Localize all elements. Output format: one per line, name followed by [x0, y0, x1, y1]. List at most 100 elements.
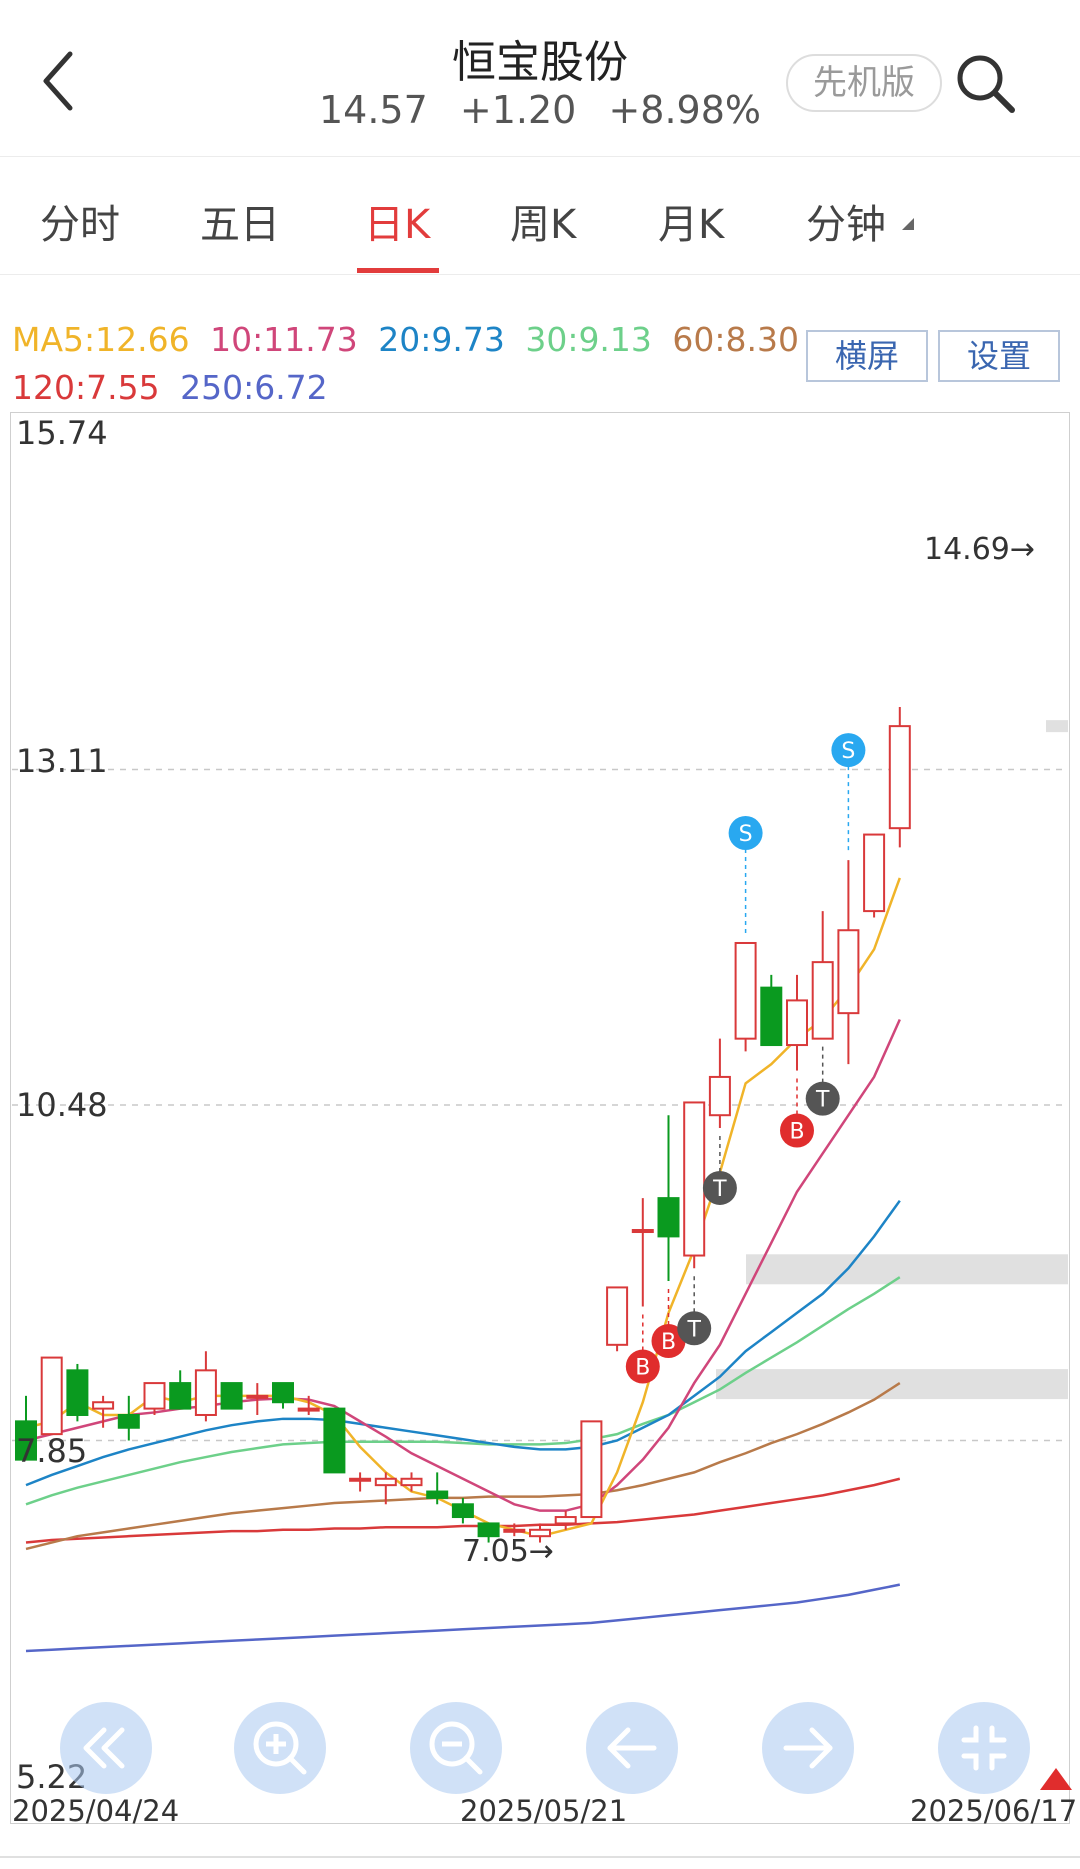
candle-body	[477, 1522, 500, 1538]
active-tab-indicator	[357, 268, 439, 273]
zoom-out-icon	[429, 1721, 483, 1775]
ma250-line	[25, 1583, 901, 1653]
signal-marker	[805, 1081, 840, 1116]
price-band	[1046, 720, 1068, 733]
settings-button[interactable]: 设置	[938, 330, 1060, 382]
ma30-line	[25, 1276, 901, 1506]
candle-body	[15, 1420, 37, 1461]
reset-view-button[interactable]	[938, 1702, 1030, 1794]
ma250-value: 250:6.72	[180, 368, 328, 407]
signal-marker	[677, 1311, 712, 1346]
candle-body	[349, 1477, 372, 1482]
candle-body	[657, 1197, 680, 1238]
candle-body	[92, 1401, 115, 1410]
candle-body	[272, 1382, 294, 1404]
arrow-right-icon	[783, 1727, 833, 1769]
candle-body	[888, 725, 911, 830]
arrow-left-icon	[607, 1727, 657, 1769]
candle-body	[220, 1382, 243, 1410]
kline-chart-frame[interactable]	[10, 412, 1070, 1824]
high-price-label: 14.69→	[924, 532, 1036, 567]
tab-intraday[interactable]: 分时	[40, 202, 120, 248]
tab-minute[interactable]: 分钟	[806, 202, 886, 248]
ma60-value: 60:8.30	[672, 320, 800, 359]
fullscreen-collapse-icon	[961, 1725, 1007, 1771]
x-axis-mid-date: 2025/05/21	[460, 1794, 628, 1828]
signal-marker	[702, 1170, 737, 1205]
candle-body	[451, 1503, 474, 1519]
signal-marker	[651, 1324, 686, 1359]
y-axis-top-label: 15.74	[16, 414, 108, 452]
candle-body	[683, 1101, 706, 1257]
search-icon[interactable]	[950, 48, 1020, 118]
signal-label: T	[686, 1317, 701, 1342]
signal-marker	[625, 1349, 660, 1384]
candle-body	[529, 1528, 551, 1538]
tab-daily-k[interactable]: 日K	[364, 202, 431, 248]
zoom-in-icon	[253, 1721, 307, 1775]
tab-five-day[interactable]: 五日	[200, 202, 280, 248]
ma5-value: MA5:12.66	[12, 320, 190, 359]
quote-line: 14.57 +1.20 +8.98%	[0, 88, 1080, 132]
ma-legend-row-1: MA5:12.66 10:11.73 20:9.73 30:9.13 60:8.…	[12, 320, 809, 359]
back-arrow-icon[interactable]	[36, 46, 86, 116]
ma20-value: 20:9.73	[378, 320, 505, 359]
y-axis-label-2: 10.48	[16, 1086, 108, 1124]
y-axis-label-1: 13.11	[16, 742, 108, 780]
pressure-band	[746, 1254, 1068, 1285]
candle-body	[426, 1490, 449, 1499]
candle-body	[580, 1420, 603, 1519]
signal-label: T	[712, 1177, 727, 1202]
candle-body	[734, 941, 757, 1040]
candle-body	[863, 833, 886, 913]
tab-weekly-k[interactable]: 周K	[510, 202, 577, 248]
zoom-in-button[interactable]	[234, 1702, 326, 1794]
tab-monthly-k[interactable]: 月K	[658, 202, 725, 248]
candle-body	[194, 1369, 217, 1416]
candle-body	[400, 1477, 423, 1487]
ma10-value: 10:11.73	[210, 320, 358, 359]
candle-body	[169, 1382, 192, 1410]
zoom-out-button[interactable]	[410, 1702, 502, 1794]
ma-legend-row-2: 120:7.55 250:6.72	[12, 368, 338, 407]
candle-body	[297, 1407, 320, 1412]
signal-marker	[728, 815, 763, 850]
x-axis-end-date: 2025/06/17	[910, 1794, 1078, 1828]
price-change-pct: +8.98%	[608, 88, 761, 132]
candle-body	[837, 929, 860, 1015]
scroll-right-button[interactable]	[762, 1702, 854, 1794]
candle-body	[323, 1407, 346, 1474]
stock-name: 恒宝股份	[452, 37, 628, 88]
candle-body	[40, 1356, 63, 1436]
y-axis-label-3: 7.85	[16, 1432, 88, 1470]
period-tabs: 分时 五日 日K 周K 月K 分钟	[0, 156, 1080, 275]
signal-label: B	[635, 1356, 650, 1381]
candle-body	[760, 986, 783, 1047]
ma10-line	[25, 1019, 901, 1512]
ma20-line	[25, 1199, 901, 1487]
signal-label: B	[661, 1330, 676, 1355]
candle-body	[503, 1528, 526, 1533]
candle-body	[246, 1394, 269, 1399]
ma120-line	[25, 1477, 901, 1544]
x-axis-start-date: 2025/04/24	[12, 1794, 180, 1828]
signal-label: T	[815, 1088, 830, 1113]
signal-label: B	[789, 1120, 804, 1145]
jump-start-button[interactable]	[60, 1702, 152, 1794]
signal-label: S	[739, 822, 753, 847]
pro-version-button[interactable]: 先机版	[786, 54, 942, 112]
candle-body	[811, 961, 834, 1040]
double-chevron-left-icon	[83, 1727, 125, 1769]
candle-body	[606, 1286, 629, 1346]
ma30-value: 30:9.13	[525, 320, 652, 359]
candle-body	[554, 1516, 577, 1525]
landscape-button[interactable]: 横屏	[806, 330, 928, 382]
candle-body	[143, 1382, 166, 1410]
bottom-divider	[0, 1856, 1080, 1858]
latest-marker-icon	[1040, 1768, 1072, 1790]
signal-label: S	[841, 739, 855, 764]
ma120-value: 120:7.55	[12, 368, 160, 407]
signal-marker	[831, 733, 866, 768]
scroll-left-button[interactable]	[586, 1702, 678, 1794]
